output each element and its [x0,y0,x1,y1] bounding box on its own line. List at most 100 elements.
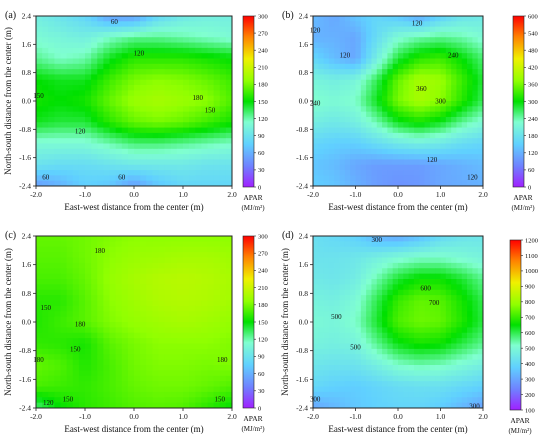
heatmap-cell [152,170,159,176]
heatmap-cell [207,381,215,387]
heatmap-cell [477,246,484,253]
heatmap-cell [189,262,196,269]
heatmap-cell [78,90,86,97]
heatmap-cell [164,132,172,139]
heatmap-cell [408,170,415,176]
heatmap-cell [392,37,399,43]
heatmap-cell [219,236,227,242]
colorbar-tick-label: 150 [258,319,268,326]
heatmap-cell [387,322,394,328]
heatmap-cell [419,106,425,113]
heatmap-cell [419,180,425,187]
heatmap-cell [328,257,335,264]
heatmap-cell [408,311,415,318]
heatmap-cell [318,21,325,28]
heatmap-cell [440,95,447,102]
heatmap-cell [66,354,74,361]
heatmap-cell [72,101,80,107]
colorbar-tick-label: 60 [258,371,265,378]
heatmap-cell [477,397,484,404]
heatmap-cell [339,132,346,139]
heatmap-cell [318,268,325,275]
heatmap-cell [170,402,178,409]
heatmap-cell [170,16,178,22]
heatmap-cell [382,74,388,81]
heatmap-cell [103,31,110,38]
heatmap-cell [413,143,420,150]
heatmap-cell [339,391,346,398]
heatmap-cell [456,164,463,171]
heatmap-cell [376,26,383,33]
heatmap-cell [42,132,49,139]
heatmap-cell [146,381,153,387]
heatmap-cell [115,53,123,59]
heatmap-cell [134,279,141,285]
heatmap-cell [42,402,49,409]
heatmap-cell [195,295,202,301]
heatmap-cell [344,268,351,275]
heatmap-cell [445,143,452,150]
heatmap-cell [66,42,74,49]
heatmap-cell [435,143,441,150]
heatmap-cell [78,365,86,371]
heatmap-cell [103,164,110,171]
heatmap-cell [424,354,431,361]
heatmap-cell [376,332,383,339]
heatmap-cell [424,74,431,81]
heatmap-cell [121,273,129,280]
heatmap-cell [313,327,319,334]
heatmap-cell [91,148,98,155]
heatmap-cell [164,359,172,366]
heatmap-cell [382,375,388,382]
heatmap-cell [158,322,166,328]
heatmap-cell [109,236,117,242]
heatmap-cell [127,402,135,409]
heatmap-cell [376,397,383,404]
heatmap-cell [429,37,436,43]
heatmap-cell [78,63,86,70]
heatmap-cell [371,90,378,97]
heatmap-cell [355,26,362,33]
heatmap-cell [48,127,55,134]
heatmap-cell [170,327,178,334]
heatmap-cell [189,26,196,33]
heatmap-cell [435,111,441,118]
heatmap-cell [127,21,135,28]
heatmap-cell [387,348,394,355]
heatmap-cell [472,257,479,264]
contour-label: 120 [43,399,54,407]
heatmap-cell [472,354,479,361]
heatmap-cell [477,252,484,258]
heatmap-cell [219,111,227,118]
heatmap-cell [350,90,356,97]
heatmap-cell [318,284,325,291]
heatmap-cell [36,175,43,182]
heatmap-cell [392,164,399,171]
heatmap-cell [334,300,340,307]
heatmap-cell [66,154,74,160]
heatmap-cell [392,284,399,291]
heatmap-cell [48,375,55,382]
heatmap-cell [66,279,74,285]
heatmap-cell [387,37,394,43]
heatmap-cell [97,391,104,398]
heatmap-cell [195,69,202,75]
heatmap-cell [189,21,196,28]
heatmap-cell [201,289,208,296]
heatmap-cell [382,106,388,113]
heatmap-cell [360,241,367,248]
heatmap-cell [97,262,104,269]
heatmap-cell [72,16,80,22]
heatmap-cell [440,365,447,371]
heatmap-cell [477,279,484,285]
heatmap-cell [472,316,479,323]
heatmap-cell [413,289,420,296]
heatmap-cell [313,262,319,269]
heatmap-cell [66,268,74,275]
heatmap-cell [419,386,425,393]
heatmap-cell [109,284,117,291]
heatmap-cell [176,47,184,54]
heatmap-cell [392,359,399,366]
heatmap-cell [413,348,420,355]
heatmap-cell [376,154,383,160]
